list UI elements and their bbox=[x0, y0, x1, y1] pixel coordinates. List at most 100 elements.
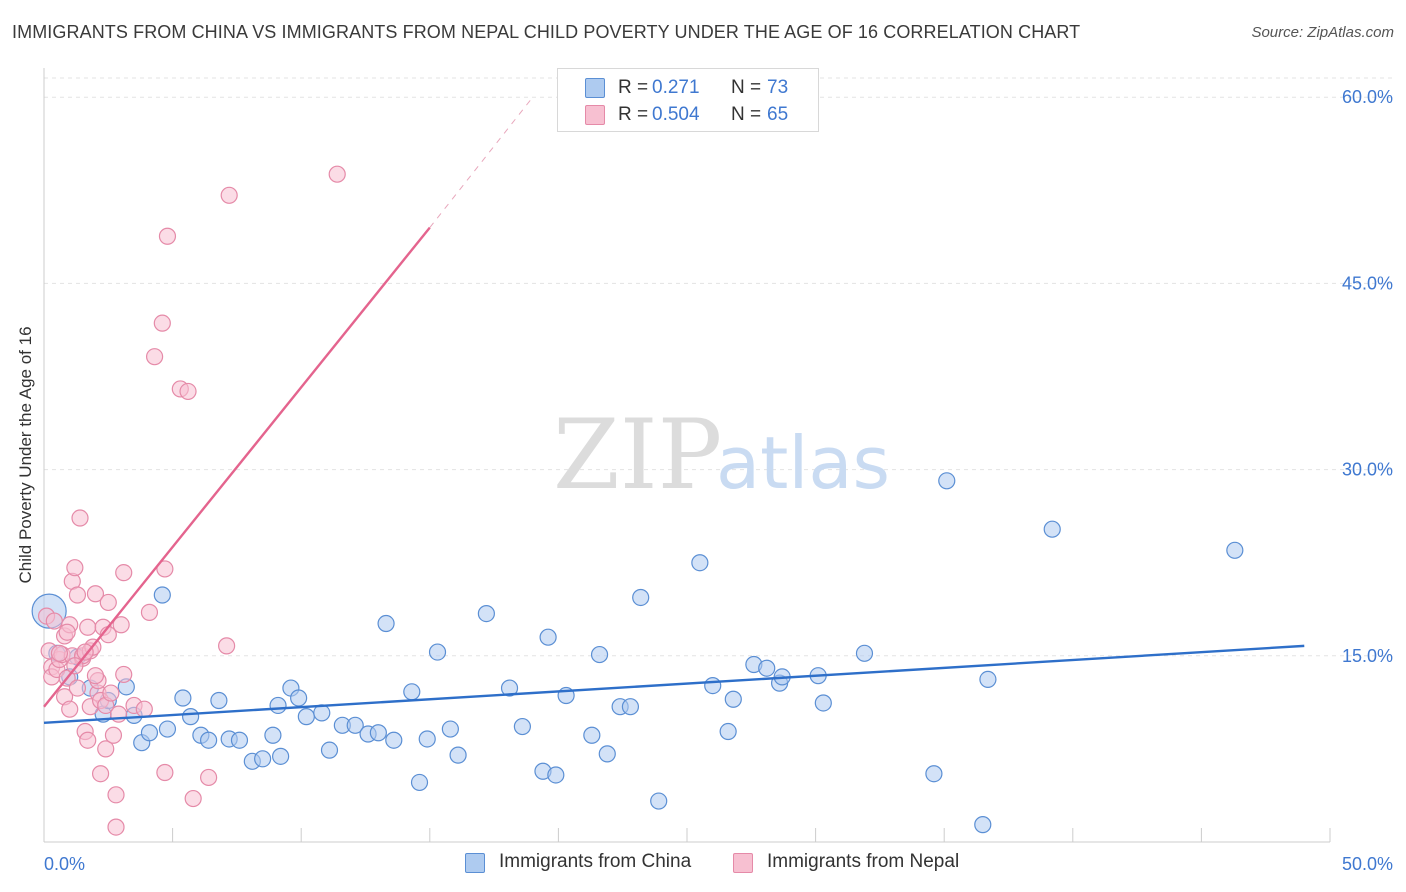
y-tick-label: 30.0% bbox=[1342, 460, 1393, 480]
nepal-legend-label: Immigrants from Nepal bbox=[767, 851, 960, 872]
nepal-point bbox=[61, 700, 79, 718]
nepal-point bbox=[153, 314, 171, 332]
nepal-point bbox=[86, 667, 105, 685]
china-point bbox=[547, 766, 565, 784]
nepal-point bbox=[156, 763, 174, 782]
legend-row-nepal: R = 0.504 N = 65 bbox=[558, 102, 818, 128]
china-point bbox=[814, 694, 832, 712]
china-trend-line bbox=[43, 644, 1305, 725]
china-point bbox=[210, 691, 228, 710]
china-point bbox=[449, 746, 467, 764]
axes bbox=[43, 68, 1331, 843]
china-point bbox=[758, 659, 776, 677]
china-point bbox=[377, 614, 395, 633]
china-point bbox=[200, 731, 218, 749]
nepal-point bbox=[45, 612, 63, 630]
data-points bbox=[31, 165, 1244, 836]
nepal-trend-line bbox=[43, 226, 431, 708]
china-point bbox=[428, 643, 447, 661]
nepal-point bbox=[68, 586, 87, 604]
nepal-point bbox=[107, 786, 125, 804]
nepal-trend-extension bbox=[429, 96, 534, 228]
correlation-legend: R = 0.271 N = 73 R = 0.504 N = 65 bbox=[557, 68, 819, 132]
china-point bbox=[441, 720, 459, 738]
china-point bbox=[346, 716, 364, 734]
china-point bbox=[369, 724, 387, 742]
china-point bbox=[1226, 541, 1244, 559]
china-point bbox=[140, 724, 159, 742]
china-point bbox=[724, 690, 742, 708]
nepal-point bbox=[50, 644, 69, 662]
china-point bbox=[925, 765, 943, 783]
china-point bbox=[539, 628, 557, 646]
nepal-point bbox=[71, 509, 89, 527]
china-point bbox=[1043, 520, 1061, 538]
china-point bbox=[974, 816, 992, 834]
china-n-label: N = bbox=[731, 77, 762, 98]
china-point bbox=[418, 730, 436, 748]
china-point bbox=[269, 696, 287, 715]
china-point bbox=[153, 586, 171, 604]
x-tick-label-min: 0.0% bbox=[44, 854, 85, 874]
nepal-point bbox=[135, 700, 153, 718]
china-point bbox=[513, 717, 531, 736]
y-tick-label: 60.0% bbox=[1342, 87, 1393, 107]
source-label: Source: ZipAtlas.com bbox=[1251, 24, 1394, 41]
nepal-point bbox=[220, 186, 238, 204]
nepal-point bbox=[158, 227, 177, 245]
nepal-r-value: 0.504 bbox=[652, 104, 700, 125]
y-tick-label: 45.0% bbox=[1342, 273, 1393, 293]
watermark-zip: ZIP bbox=[553, 399, 722, 511]
nepal-point bbox=[115, 564, 133, 582]
legend-row-china: R = 0.271 N = 73 bbox=[558, 75, 818, 101]
china-legend-label: Immigrants from China bbox=[499, 851, 692, 872]
nepal-point bbox=[104, 726, 123, 744]
china-point bbox=[719, 722, 737, 741]
nepal-point bbox=[145, 348, 164, 366]
y-axis-label-wrap: Child Poverty Under the Age of 16 bbox=[16, 326, 40, 583]
nepal-point bbox=[86, 585, 105, 603]
china-point bbox=[297, 708, 315, 726]
china-point bbox=[182, 708, 200, 726]
nepal-point bbox=[140, 603, 159, 621]
china-r-label: R = bbox=[618, 77, 649, 98]
china-point bbox=[385, 731, 403, 749]
nepal-point bbox=[115, 665, 133, 684]
china-point bbox=[320, 741, 339, 759]
china-point bbox=[158, 720, 177, 738]
nepal-r-label: R = bbox=[618, 104, 649, 125]
china-point bbox=[174, 689, 192, 707]
china-point bbox=[598, 745, 616, 763]
trend-lines bbox=[43, 96, 1305, 725]
watermark: ZIP atlas bbox=[553, 399, 890, 511]
nepal-point bbox=[112, 616, 130, 634]
nepal-point bbox=[76, 643, 94, 661]
china-r-value: 0.271 bbox=[652, 77, 700, 98]
china-point bbox=[691, 554, 709, 572]
china-point bbox=[938, 472, 956, 490]
nepal-point bbox=[66, 559, 84, 577]
china-point bbox=[254, 750, 272, 768]
nepal-legend-swatch bbox=[733, 853, 753, 873]
nepal-point bbox=[218, 637, 236, 655]
china-point bbox=[403, 683, 421, 701]
china-point bbox=[621, 698, 640, 716]
china-swatch bbox=[585, 78, 605, 98]
china-n-value: 73 bbox=[767, 77, 789, 98]
watermark-atlas: atlas bbox=[716, 421, 890, 505]
nepal-swatch bbox=[585, 105, 605, 125]
nepal-point bbox=[102, 684, 120, 702]
nepal-point bbox=[156, 560, 174, 578]
y-axis-label: Child Poverty Under the Age of 16 bbox=[16, 326, 35, 584]
china-point bbox=[583, 726, 601, 744]
china-point bbox=[650, 792, 668, 810]
nepal-point bbox=[58, 623, 76, 641]
gridlines bbox=[44, 77, 1393, 657]
nepal-point bbox=[79, 731, 97, 749]
china-point bbox=[477, 605, 495, 623]
nepal-point bbox=[99, 593, 117, 612]
china-point bbox=[590, 645, 609, 664]
y-tick-label: 15.0% bbox=[1342, 646, 1393, 666]
china-point bbox=[230, 731, 249, 749]
